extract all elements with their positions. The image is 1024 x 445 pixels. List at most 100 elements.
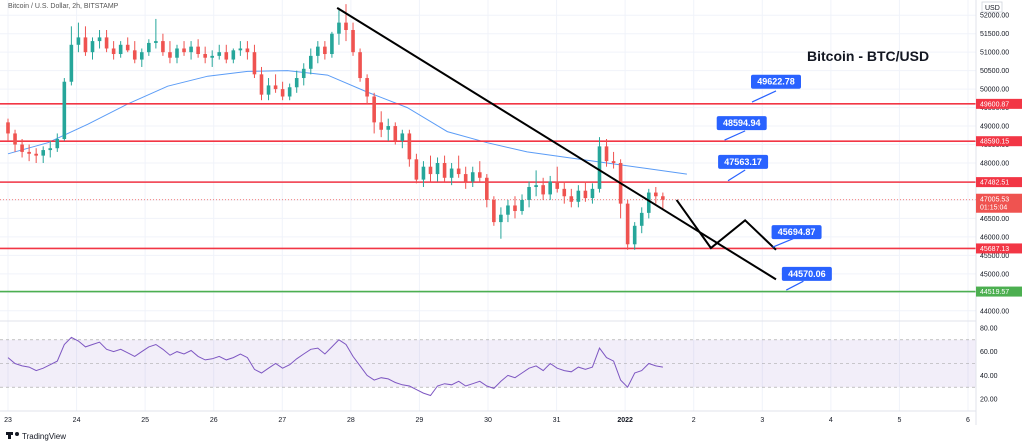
candles [6,4,665,250]
candle [534,170,538,197]
callout-pointer [786,280,804,291]
candle [520,194,524,215]
candle-body [20,144,24,152]
resistance-3-tag-label: 47482.51 [980,180,1009,187]
candle [604,138,609,167]
candle-body [555,181,560,189]
candle [294,70,299,93]
candle [393,122,398,145]
candle [527,181,531,208]
candle [330,31,334,58]
candle [316,41,320,64]
currency-box[interactable] [981,1,1003,13]
candle-body [323,46,327,55]
candle [485,174,489,208]
candle [386,118,391,141]
price-tick-label: 48000.00 [980,161,1009,168]
time-tick-label: 2 [692,417,696,424]
candle-body [597,146,602,189]
candle-body [449,168,454,178]
candle-body [231,50,236,60]
candle [646,188,651,219]
candle [513,196,517,219]
candle [569,188,574,208]
candle-body [379,122,383,130]
candle-body [189,46,193,53]
candle-body [330,33,334,55]
candle [97,30,102,49]
callout-label: 47563.17 [724,157,762,167]
candle-body [344,22,348,31]
price-tags: 49600.87 48590.15 47482.51 45687.13 44519.57… [976,98,1022,297]
candle-body [41,150,46,156]
candle [597,137,602,193]
candle-body [470,172,475,182]
candle [203,46,207,64]
candle-body [147,42,151,53]
candle-body [69,44,74,82]
currency-label[interactable]: USD [985,5,1000,12]
candle-body [104,37,109,49]
rsi-line [7,336,663,397]
candle [266,78,271,101]
candle [351,22,355,56]
callout-box [781,266,832,281]
candle [182,41,186,56]
candle [639,207,644,234]
candle-body [287,87,292,97]
candle [125,37,130,53]
candle-body [294,78,299,88]
candle-body [661,196,665,200]
callout-pointer [751,90,777,103]
candle-body [527,187,531,200]
candle [407,129,412,167]
trend-drawings [336,6,777,281]
current-price-label: 47005.53 [980,197,1009,204]
candle-body [175,48,179,58]
candle-body [55,138,60,149]
candle [576,185,581,208]
time-tick-label: 29 [416,417,424,424]
candle-body [308,55,313,69]
support-1-tag-label: 45687.13 [980,246,1009,253]
callout-label: 49622.78 [757,77,795,87]
candle-body [161,41,165,53]
time-axis[interactable]: 23 24 25 26 27 28 29 30 31 2022 2 3 4 5 6 [4,417,970,424]
candle [499,207,503,239]
chart-title: Bitcoin - BTC/USD [807,48,929,64]
candle [287,83,292,101]
candle-body [492,199,496,223]
candle [245,41,250,60]
candle-body [259,74,264,95]
projection-path [675,199,777,251]
candle [20,138,24,158]
candle-body [168,52,172,58]
candle [421,161,426,188]
candle-body [477,172,482,178]
candle [358,48,362,82]
candle [414,153,419,184]
time-tick-label: 23 [4,417,12,424]
candle-body [76,37,81,45]
candle-body [125,44,130,51]
price-tick-label: 50500.00 [980,68,1009,75]
candle-body [506,205,510,215]
candle [632,222,637,250]
candle-body [90,41,95,53]
candle [428,155,433,182]
price-tick-label: 51500.00 [980,31,1009,38]
candle-body [442,163,447,178]
price-tick-label: 45500.00 [980,253,1009,260]
candle [661,192,665,210]
candle-body [569,196,574,202]
price-tick-label: 50000.00 [980,87,1009,94]
candle [217,44,222,60]
time-tick-label: 31 [553,417,561,424]
rsi-tick-label: 20.00 [980,397,998,404]
price-tick-label: 49000.00 [980,124,1009,131]
tradingview-logo-icon [6,432,19,439]
candle-body [428,166,433,175]
candle-body [562,188,567,197]
ma-line [7,70,687,175]
